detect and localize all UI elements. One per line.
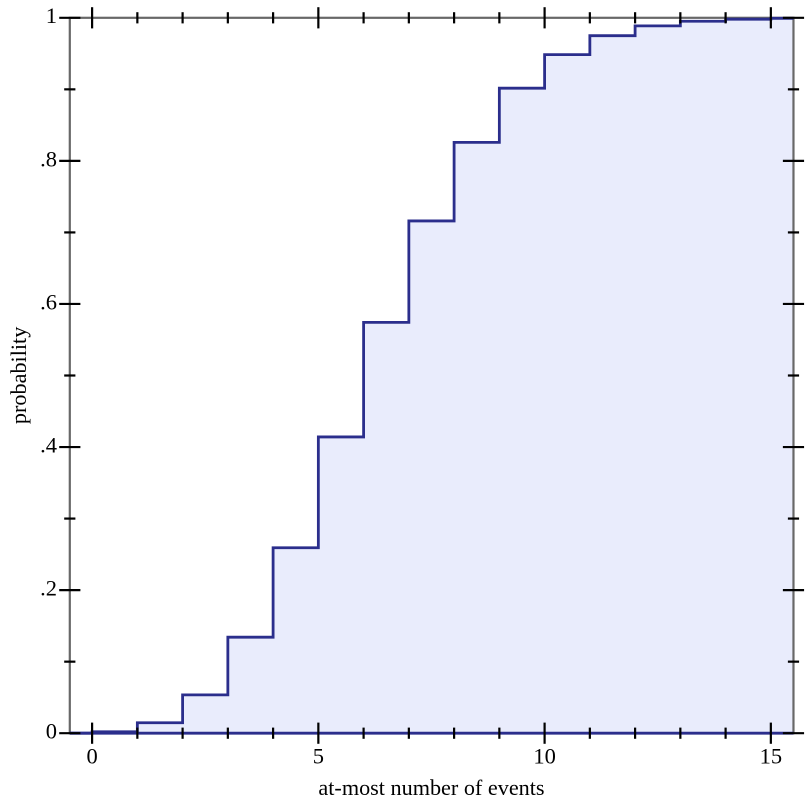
svg-text:.2: .2: [40, 576, 57, 601]
svg-text:0: 0: [46, 719, 57, 744]
svg-text:5: 5: [313, 743, 324, 768]
svg-text:15: 15: [760, 743, 783, 768]
svg-text:1: 1: [46, 3, 57, 28]
svg-text:.8: .8: [40, 146, 57, 171]
svg-text:10: 10: [533, 743, 556, 768]
svg-text:.6: .6: [40, 289, 57, 314]
svg-text:0: 0: [86, 743, 97, 768]
svg-text:probability: probability: [6, 327, 31, 424]
svg-text:at-most number of events: at-most number of events: [318, 775, 544, 800]
svg-text:.4: .4: [40, 432, 57, 457]
